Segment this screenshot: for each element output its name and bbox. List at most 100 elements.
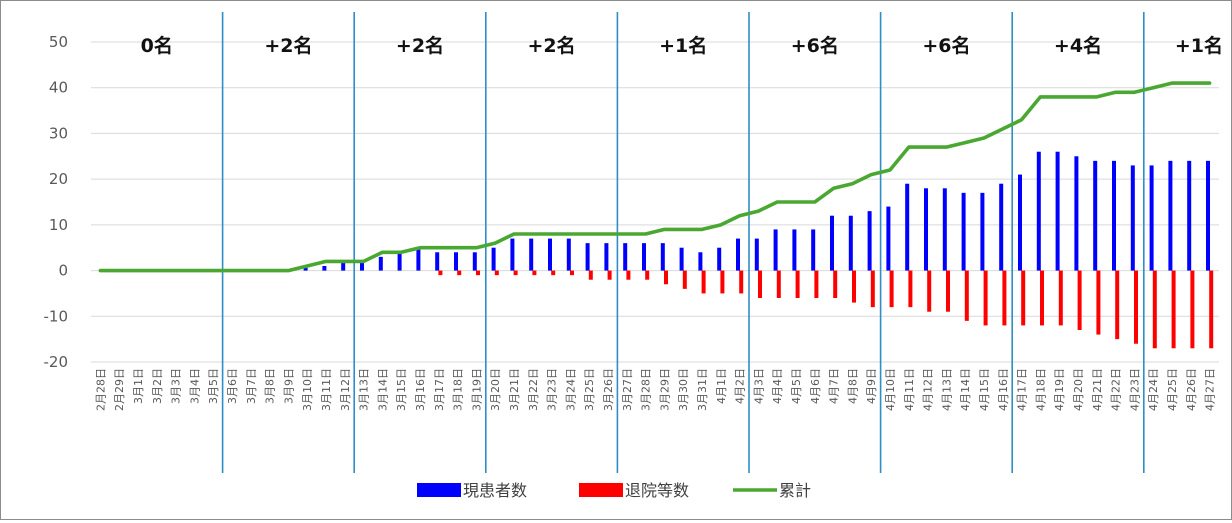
current-patients-bar [360, 261, 364, 271]
legend-label: 退院等数 [625, 481, 689, 500]
current-patients-bar [1206, 160, 1210, 271]
discharged-bar [1209, 270, 1214, 349]
x-tick-label: 4月12日 [922, 368, 935, 411]
x-tick-label: 4月6日 [809, 368, 822, 404]
discharged-bar [682, 270, 687, 289]
current-patients-bar [792, 229, 797, 271]
legend-swatch [417, 483, 461, 497]
x-tick-label: 4月14日 [959, 368, 972, 411]
discharged-bar [588, 270, 593, 280]
x-tick-label: 3月27日 [621, 368, 634, 411]
x-tick-label: 4月11日 [903, 368, 916, 411]
period-annotation: +2名 [264, 34, 312, 57]
discharged-bar [795, 270, 800, 298]
discharged-bar [776, 270, 781, 298]
discharged-bar [852, 270, 856, 303]
current-patients-bar [679, 247, 684, 271]
x-tick-label: 3月9日 [282, 368, 295, 404]
current-patients-bar [999, 183, 1004, 271]
discharged-bar [1190, 270, 1195, 349]
discharged-bar [551, 270, 556, 276]
x-tick-label: 4月23日 [1128, 368, 1141, 411]
x-tick-label: 3月23日 [546, 368, 559, 411]
current-patients-bar [1055, 151, 1060, 271]
x-tick-label: 3月12日 [339, 368, 352, 411]
x-axis-ticks: 2月28日 2月29日 3月1日 3月2日 3月3日 3月4日 3月5日 3月6日 3月7日 3月… [94, 368, 1216, 411]
x-tick-label: 4月15日 [978, 368, 991, 411]
current-patients-bar [660, 243, 665, 271]
current-patients-bar [416, 247, 421, 271]
discharged-bars [438, 270, 1214, 349]
discharged-bar [964, 270, 969, 321]
current-patients-bar [623, 243, 628, 271]
current-patients-bar [322, 266, 327, 271]
discharged-bar [664, 270, 668, 285]
x-tick-label: 3月4日 [188, 368, 201, 404]
x-tick-label: 4月26日 [1185, 368, 1198, 411]
x-tick-label: 3月3日 [170, 368, 183, 404]
current-patients-bar [341, 261, 346, 271]
discharged-bar [1171, 270, 1176, 349]
x-tick-label: 4月17日 [1016, 368, 1029, 411]
discharged-bar [1021, 270, 1026, 326]
current-patients-bar [980, 192, 985, 271]
discharged-bar [476, 270, 480, 276]
y-tick-label: 10 [49, 216, 68, 234]
current-patients-bar [585, 243, 590, 271]
current-patients-bar [1168, 160, 1173, 271]
x-tick-label: 4月13日 [940, 368, 953, 411]
current-patients-bar [510, 238, 515, 271]
x-tick-label: 4月2日 [734, 368, 747, 404]
current-patients-bar [566, 238, 571, 271]
discharged-bar [908, 270, 913, 308]
period-annotations: 0名 +2名 +2名 +2名 +1名 +6名 +6名 +4名 +1名 [141, 34, 1223, 57]
x-tick-label: 4月10日 [884, 368, 897, 411]
current-patients-bar [830, 215, 834, 271]
legend: 現患者数 退院等数 累計 [417, 481, 811, 500]
current-patients-bar [1112, 160, 1116, 271]
x-tick-label: 4月20日 [1072, 368, 1085, 411]
x-tick-label: 3月26日 [602, 368, 615, 411]
x-tick-label: 2月28日 [94, 368, 107, 411]
cumulative-line-group [98, 81, 1212, 273]
y-tick-label: 20 [49, 170, 68, 188]
x-tick-label: 3月29日 [658, 368, 671, 411]
discharged-bar [457, 270, 462, 276]
x-tick-label: 4月27日 [1204, 368, 1217, 411]
x-tick-label: 4月22日 [1110, 368, 1123, 411]
current-patients-bar [491, 247, 496, 271]
x-tick-label: 3月8日 [264, 368, 277, 404]
discharged-bar [1058, 270, 1063, 326]
x-tick-label: 3月24日 [564, 368, 577, 411]
discharged-bar [927, 270, 932, 312]
period-annotation: +2名 [528, 34, 576, 57]
discharged-bar [494, 270, 499, 276]
current-patients-bar [698, 252, 703, 271]
x-tick-label: 3月14日 [376, 368, 389, 411]
y-axis-ticks: -20 -10 0 10 20 30 40 50 [44, 33, 69, 371]
discharged-bar [739, 270, 744, 294]
period-annotation: +6名 [791, 34, 839, 57]
discharged-bar [814, 270, 819, 298]
x-tick-label: 4月16日 [997, 368, 1010, 411]
period-annotation: +6名 [922, 34, 970, 57]
y-tick-label: 0 [58, 262, 68, 280]
x-tick-label: 4月24日 [1147, 368, 1160, 411]
discharged-bar [1152, 270, 1157, 349]
x-tick-label: 3月21日 [508, 368, 521, 411]
x-tick-label: 3月17日 [433, 368, 446, 411]
period-annotation: +2名 [396, 34, 444, 57]
current-patients-bar [1130, 165, 1135, 271]
x-tick-label: 2月29日 [113, 368, 126, 411]
current-patients-bar [867, 211, 872, 271]
discharged-bar [758, 270, 762, 298]
x-tick-label: 3月2日 [151, 368, 164, 404]
y-tick-label: 50 [49, 33, 68, 51]
x-tick-label: 3月25日 [583, 368, 596, 411]
discharged-bar [607, 270, 612, 280]
discharged-bar [1096, 270, 1101, 335]
current-patients-bar [811, 229, 816, 271]
cumulative-line [98, 81, 1212, 273]
